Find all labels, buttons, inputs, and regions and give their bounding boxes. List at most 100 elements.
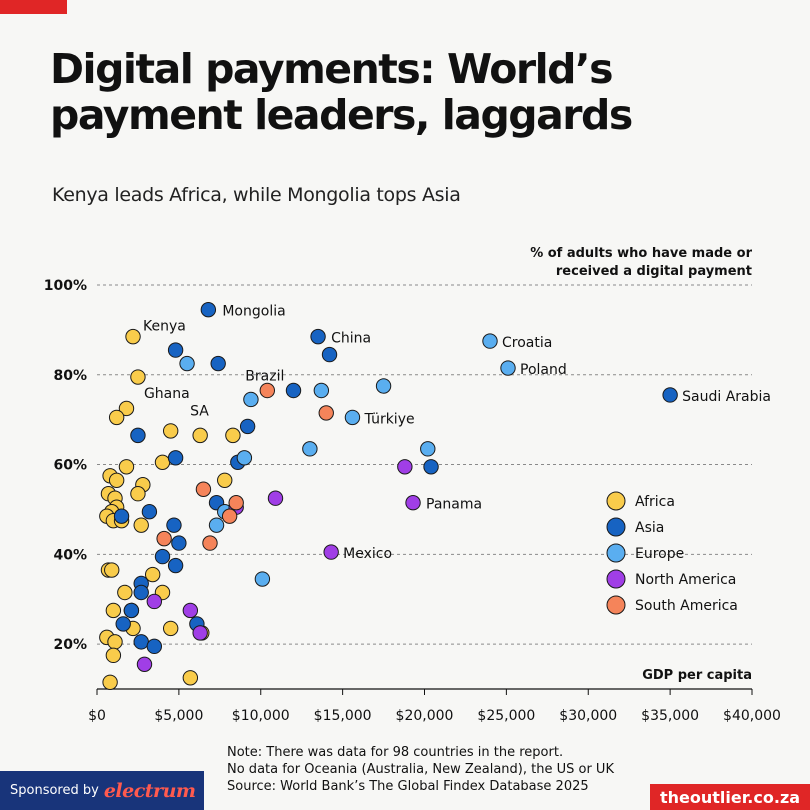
x-tick-label: $40,000: [723, 708, 781, 724]
data-point: [267, 490, 284, 506]
point-annotation: Ghana: [144, 386, 190, 402]
data-point: [313, 382, 330, 399]
data-point: [115, 616, 131, 632]
data-point: [179, 355, 195, 372]
sponsor-banner[interactable]: Sponsored by electrum: [0, 771, 204, 810]
data-point: [167, 450, 184, 466]
data-point: [108, 472, 125, 488]
data-point: [375, 378, 392, 394]
data-point: [133, 584, 149, 601]
y-tick-label: 60%: [53, 458, 87, 474]
data-point: [192, 427, 208, 444]
point-annotation: China: [331, 331, 371, 347]
data-point: [107, 634, 123, 650]
data-point: [171, 535, 187, 551]
x-tick-label: $30,000: [559, 708, 617, 724]
point-annotation: Kenya: [143, 319, 186, 335]
x-tick-label: $25,000: [477, 708, 535, 724]
scatter-chart: 20% 40% 60% 80% 100% % of adults who have mad…: [44, 246, 781, 724]
sponsor-text: Sponsored by: [10, 783, 99, 798]
legend-label: Africa: [635, 494, 675, 510]
data-point: [310, 328, 326, 345]
data-point: [117, 584, 133, 601]
data-point: [118, 400, 135, 417]
data-point: [162, 423, 179, 439]
data-point: [202, 535, 218, 551]
data-point: [210, 355, 226, 372]
data-point: [105, 647, 122, 664]
x-tick-label: $10,000: [232, 708, 290, 724]
brand-link[interactable]: theoutlier.co.za: [650, 784, 810, 810]
data-point: [259, 382, 275, 399]
point-annotation: Panama: [426, 497, 482, 513]
data-point: [217, 472, 233, 488]
data-point: [254, 571, 271, 587]
data-point: [321, 346, 338, 363]
legend-label: North America: [635, 572, 736, 588]
x-tick-label: $20,000: [396, 708, 454, 724]
data-point: [318, 405, 334, 421]
data-point: [167, 557, 184, 574]
legend-swatch: [606, 491, 626, 511]
data-point: [130, 486, 146, 502]
data-point: [136, 656, 153, 673]
point-annotation: Türkiye: [363, 411, 414, 427]
x-axis-label: GDP per capita: [642, 668, 752, 683]
page-title: Digital payments: World’s payment leader…: [50, 45, 633, 139]
sponsor-logo: electrum: [103, 779, 196, 802]
data-point: [323, 544, 339, 560]
data-point: [405, 495, 421, 511]
accent-bar: [0, 0, 67, 14]
data-point: [130, 369, 146, 385]
data-point: [125, 328, 141, 345]
point-annotation: Poland: [520, 362, 567, 378]
data-point: [236, 450, 253, 466]
data-point: [285, 382, 302, 399]
legend-swatch: [606, 517, 626, 537]
data-point: [104, 562, 120, 578]
data-point: [154, 548, 171, 565]
legend-label: Europe: [635, 546, 684, 562]
y-axis-label: % of adults who have made or received a d…: [530, 246, 752, 279]
data-point: [243, 391, 259, 408]
source-line: Source: World Bank’s The Global Findex D…: [227, 779, 589, 794]
data-point: [133, 634, 149, 650]
chart-notes: Note: There was data for 98 countries in…: [227, 744, 614, 795]
page-subtitle: Kenya leads Africa, while Mongolia tops …: [52, 184, 461, 206]
x-tick-label: $35,000: [641, 708, 699, 724]
data-point: [141, 503, 158, 520]
legend-swatch: [606, 569, 626, 589]
data-point: [102, 674, 118, 690]
point-annotation: Mexico: [343, 546, 392, 562]
data-point: [118, 459, 135, 475]
data-point: [167, 342, 184, 358]
data-point: [108, 409, 125, 426]
data-point: [208, 517, 225, 533]
data-point: [154, 454, 171, 471]
data-point: [225, 427, 241, 444]
data-point: [500, 360, 516, 376]
data-point: [146, 638, 163, 655]
data-point: [344, 409, 361, 426]
data-point: [221, 508, 238, 524]
data-point: [166, 517, 182, 533]
data-point: [302, 441, 318, 457]
point-annotation: Saudi Arabia: [682, 389, 771, 405]
data-point: [239, 418, 256, 435]
data-point: [200, 301, 217, 318]
data-point: [662, 387, 678, 403]
legend-swatch: [606, 543, 626, 563]
y-tick-label: 80%: [53, 368, 87, 384]
x-tick-label: $0: [88, 708, 106, 724]
data-point: [228, 495, 244, 511]
data-point: [133, 517, 149, 533]
x-tick-label: $15,000: [314, 708, 372, 724]
note-line: Note: There was data for 98 countries in…: [227, 745, 564, 760]
data-point: [162, 620, 179, 637]
point-annotation: Mongolia: [222, 304, 285, 320]
legend-label: Asia: [635, 520, 664, 536]
data-point: [146, 593, 163, 610]
note-line: No data for Oceania (Australia, New Zeal…: [227, 762, 614, 777]
point-annotation: Croatia: [502, 335, 552, 351]
data-point: [482, 333, 498, 349]
